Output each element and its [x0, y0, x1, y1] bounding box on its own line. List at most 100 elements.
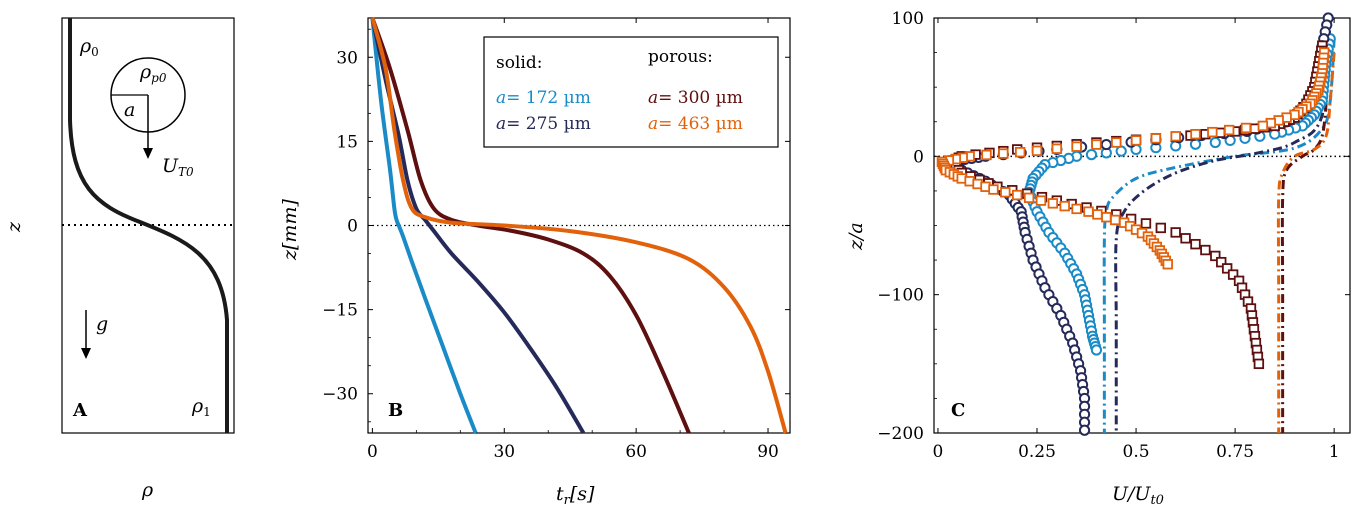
panel-c-point-3 — [1155, 222, 1167, 234]
legend-box — [483, 36, 779, 148]
panel-c-point-4 — [1092, 209, 1103, 220]
panel-c-model-curves — [1102, 17, 1336, 433]
panel-b-xtick-label: 60 — [625, 442, 647, 462]
panel-c-point-4 — [1014, 146, 1026, 158]
panel-c-ylabel: z/a — [845, 222, 867, 251]
panel-b-ytick-label: 15 — [336, 132, 358, 152]
panel-c-point-4 — [1130, 135, 1142, 146]
panel-a: ρ0 ρp0 a UT0 g ρ1 A ρ z — [3, 17, 235, 501]
gravity-label: g — [96, 313, 108, 335]
velocity-label: UT0 — [162, 155, 194, 179]
panel-c-point-4 — [1000, 187, 1011, 198]
panel-c-point-2 — [1100, 138, 1112, 151]
panel-c-point-3 — [1190, 238, 1201, 250]
panel-c-point-4 — [1190, 128, 1201, 140]
panel-c-point-4 — [1240, 122, 1252, 134]
panel-c-letter: C — [951, 400, 965, 421]
panel-c-ytick-label: −100 — [877, 286, 924, 306]
density-profile-curve — [68, 18, 229, 433]
legend-porous-header: porous: — [648, 47, 713, 67]
panel-b-series-line-4 — [370, 17, 788, 434]
panel-b: 0 30 60 90 30 15 0 −15 −30 solid: porous: a= 172… — [279, 17, 791, 505]
legend-entry-275: a= 275 µm — [496, 114, 591, 134]
panel-c-point-4 — [1071, 203, 1082, 215]
panel-c-xlabel: U/Ut0 — [1112, 483, 1164, 505]
panel-b-ytick-label: −30 — [322, 385, 358, 405]
panel-c-point-1 — [1085, 149, 1098, 161]
panel-b-series-line-2 — [370, 17, 586, 435]
panel-c-point-4 — [1223, 124, 1235, 136]
panel-c-xtick-label: 0.75 — [1216, 442, 1254, 462]
panel-c-point-1 — [1189, 138, 1202, 150]
panel-c-ytick-label: −200 — [877, 424, 924, 444]
panel-b-legend: solid: porous: a= 172 µm a= 275 µm a= 30… — [483, 36, 779, 148]
panel-c-model-curve-2 — [1114, 17, 1332, 433]
panel-c-xtick-label: 0 — [933, 442, 944, 462]
panel-b-xtick-label: 30 — [493, 442, 515, 462]
panel-b-ylabel: z[mm] — [279, 199, 301, 261]
panel-c-point-4 — [1023, 192, 1035, 204]
panel-c-point-4 — [1110, 214, 1121, 226]
panel-c-point-3 — [1180, 233, 1191, 244]
panel-b-ticks: 0 30 60 90 30 15 0 −15 −30 — [322, 18, 790, 462]
panel-a-letter: A — [72, 400, 88, 421]
panel-c-xtick-label: 0.5 — [1123, 442, 1150, 462]
panel-b-ytick-label: 30 — [336, 48, 358, 68]
velocity-arrow-head — [143, 148, 153, 159]
panel-c-point-1 — [1209, 136, 1221, 149]
panel-c-point-3 — [1170, 227, 1181, 238]
panel-c-markers — [936, 12, 1336, 436]
panel-c-point-3 — [1210, 250, 1221, 262]
panel-c-point-4 — [1059, 200, 1070, 212]
panel-b-xlabel: tr[s] — [556, 483, 595, 505]
rho1-label: ρ1 — [191, 395, 211, 419]
panel-c-point-4 — [998, 148, 1009, 159]
panel-c-point-4 — [1207, 126, 1218, 138]
panel-c-ytick-label: 100 — [892, 9, 924, 29]
panel-c-xtick-label: 1 — [1329, 442, 1340, 462]
gravity-arrow-head — [81, 348, 91, 359]
panel-c: 0 0.25 0.5 0.75 1 100 0 −100 −200 C U/Ut0 z/a — [845, 9, 1351, 505]
panel-c-point-2 — [1078, 424, 1091, 436]
panel-b-ytick-label: 0 — [347, 217, 358, 237]
panel-b-ytick-label: −15 — [322, 301, 358, 321]
panel-b-xtick-label: 90 — [757, 442, 779, 462]
panel-c-point-4 — [1035, 195, 1047, 206]
panel-c-point-4 — [1111, 137, 1122, 148]
panel-b-series-line-3 — [370, 17, 691, 434]
panel-c-point-4 — [1071, 141, 1082, 152]
panel-c-point-3 — [1140, 218, 1152, 229]
panel-c-model-curve-4 — [1276, 52, 1336, 433]
panel-c-ticks: 0 0.25 0.5 0.75 1 100 0 −100 −200 — [877, 9, 1350, 462]
panel-c-point-4 — [1150, 133, 1162, 144]
radius-label: a — [124, 99, 135, 121]
panel-c-point-1 — [1115, 145, 1127, 157]
panel-c-point-4 — [1170, 131, 1181, 142]
panel-c-point-4 — [1257, 120, 1269, 132]
panel-c-point-4 — [1051, 143, 1063, 154]
panel-c-point-4 — [1091, 139, 1102, 150]
panel-c-point-4 — [1047, 198, 1059, 209]
panel-c-point-3 — [1216, 256, 1227, 268]
panel-b-series-line-1 — [370, 17, 478, 434]
particle-density-label: ρp0 — [139, 61, 167, 85]
panel-c-point-4 — [981, 149, 992, 161]
legend-entry-300: a= 300 µm — [648, 88, 743, 108]
panel-c-point-3 — [1253, 358, 1265, 370]
panel-c-ytick-label: 0 — [913, 147, 924, 167]
panel-c-point-4 — [988, 184, 999, 195]
panel-c-point-3 — [1221, 263, 1233, 274]
legend-entry-172: a= 172 µm — [496, 88, 591, 108]
panel-c-point-4 — [1162, 259, 1173, 270]
panel-c-point-1 — [1090, 344, 1103, 356]
panel-b-xtick-label: 0 — [367, 442, 378, 462]
legend-entry-463: a= 463 µm — [648, 114, 743, 134]
panel-c-point-4 — [1101, 211, 1112, 223]
panel-c-point-3 — [1200, 244, 1211, 256]
rho0-label: ρ0 — [79, 35, 99, 59]
panel-c-point-3 — [1227, 269, 1239, 280]
panel-c-point-4 — [1012, 189, 1023, 201]
panel-c-model-curve-1 — [1102, 38, 1336, 433]
legend-solid-header: solid: — [496, 53, 542, 73]
